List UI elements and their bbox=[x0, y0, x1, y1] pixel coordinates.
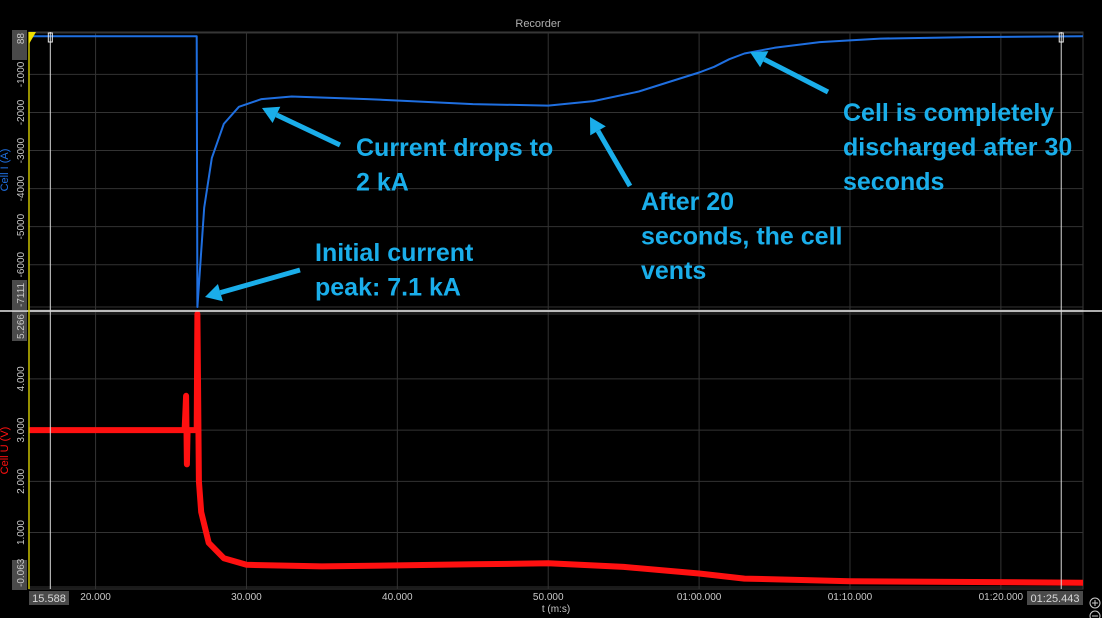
annotation-arrow-shaft bbox=[595, 129, 633, 188]
y-tick-label: -7111 bbox=[16, 282, 27, 307]
series-layer bbox=[28, 35, 1084, 586]
x-tick-label: 30.000 bbox=[231, 592, 262, 603]
y-range-label-box bbox=[12, 560, 27, 590]
y-tick-label: -4000 bbox=[16, 175, 27, 201]
annotation-arrow-head-icon bbox=[750, 51, 769, 68]
y-tick-label: -0.063 bbox=[16, 558, 27, 587]
x-tick-label: 01:20.000 bbox=[979, 592, 1024, 603]
plus-circle-icon[interactable] bbox=[1089, 597, 1101, 609]
annotation-text: seconds, the cell bbox=[641, 223, 842, 251]
y-tick-label: -1000 bbox=[16, 61, 27, 87]
y-axis-label: Cell I (A) bbox=[0, 149, 11, 192]
annotation-text: 2 kA bbox=[356, 169, 409, 197]
annotation-text: vents bbox=[641, 257, 706, 285]
annotation-arrow-shaft bbox=[275, 112, 342, 148]
minus-circle-icon[interactable] bbox=[1089, 610, 1101, 618]
x-tick-label: 20.000 bbox=[80, 592, 111, 603]
y-range-label-box bbox=[12, 311, 27, 341]
trigger-marker-icon bbox=[29, 32, 36, 44]
y-tick-label: -6000 bbox=[16, 251, 27, 277]
x-start-box bbox=[29, 591, 69, 605]
annotation-arrow-head-icon bbox=[205, 283, 223, 302]
y-tick-label: 4.000 bbox=[16, 366, 27, 391]
y-tick-label: -5000 bbox=[16, 213, 27, 239]
annotations: Current drops to 2 kA Initial current peak:… bbox=[205, 51, 1072, 302]
annotation-text: seconds bbox=[843, 168, 944, 196]
y-tick-label: -3000 bbox=[16, 137, 27, 163]
x-axis-label: t (m:s) bbox=[542, 604, 570, 615]
zoom-out-button[interactable] bbox=[1089, 610, 1101, 618]
current-series-line bbox=[29, 35, 1084, 308]
y-range-label-box bbox=[12, 30, 27, 60]
annotation-arrow-head-icon bbox=[262, 106, 281, 123]
annotation-arrow-head-icon bbox=[590, 117, 606, 136]
x-end-box bbox=[1027, 591, 1083, 605]
cursor-handle bbox=[1058, 32, 1064, 43]
voltage-series-line bbox=[29, 311, 1084, 586]
y-tick-label: -2000 bbox=[16, 99, 27, 125]
y-axis-label: Cell U (V) bbox=[0, 427, 11, 475]
y-tick-label: 5.266 bbox=[16, 314, 27, 339]
annotation-text: peak: 7.1 kA bbox=[315, 274, 461, 302]
y-tick-label: 3.000 bbox=[16, 417, 27, 442]
x-tick-label: 01:10.000 bbox=[828, 592, 873, 603]
window-title: Recorder bbox=[515, 18, 561, 30]
y-tick-label: 2.000 bbox=[16, 468, 27, 493]
axes: 88 -1000 -2000 -3000 -4000 -5000 -6000 -7111 Cel… bbox=[0, 30, 1102, 605]
annotation-text: discharged after 30 bbox=[843, 134, 1072, 162]
annotation-arrow-shaft bbox=[763, 57, 830, 95]
annotation-arrow-shaft bbox=[219, 267, 301, 296]
zoom-in-button[interactable] bbox=[1089, 597, 1101, 609]
x-tick-label: 40.000 bbox=[382, 592, 413, 603]
y-tick-label: 1.000 bbox=[16, 520, 27, 545]
x-end-label: 01:25.443 bbox=[1031, 593, 1080, 605]
y-range-label-box bbox=[12, 280, 27, 310]
x-tick-label: 50.000 bbox=[533, 592, 564, 603]
annotation-text: Current drops to bbox=[356, 134, 553, 162]
annotation-text: Cell is completely bbox=[843, 99, 1054, 127]
annotation-text: After 20 bbox=[641, 188, 734, 216]
annotation-text: Initial current bbox=[315, 239, 474, 267]
x-start-label: 15.588 bbox=[32, 593, 66, 605]
x-tick-label: 01:00.000 bbox=[677, 592, 722, 603]
y-tick-label: 88 bbox=[16, 33, 27, 45]
cursor-handle bbox=[47, 32, 53, 43]
